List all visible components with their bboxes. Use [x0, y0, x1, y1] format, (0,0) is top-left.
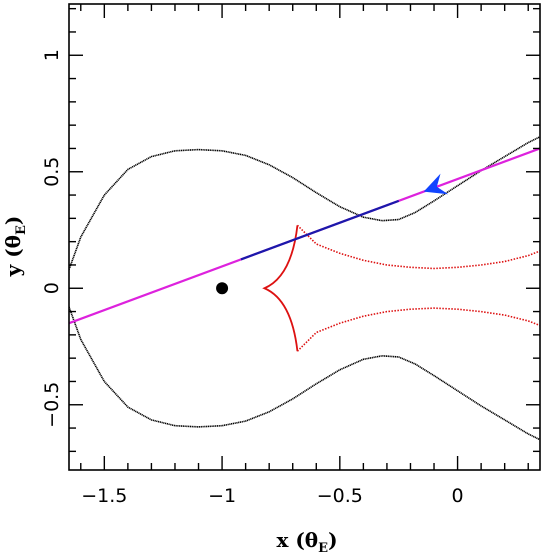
critical-curve-upper — [69, 136, 540, 270]
x-tick-label: −0.5 — [317, 485, 363, 507]
x-tick-label: 0 — [452, 485, 464, 507]
y-tick-label: −0.5 — [41, 382, 63, 428]
x-axis-label: x (θE) — [276, 528, 337, 555]
y-axis-label-sub: E — [14, 225, 29, 235]
plot-frame — [68, 3, 541, 471]
y-axis-label: y (θE) — [1, 216, 29, 278]
caustic-right-upper — [296, 224, 540, 270]
source-trajectory-highlight — [240, 199, 400, 261]
critical-curve-lower — [69, 306, 540, 441]
y-tick-label: 1 — [41, 49, 63, 61]
ticks — [69, 4, 540, 470]
trajectory-arrow-icon — [423, 173, 449, 195]
y-tick-label: 0.5 — [41, 157, 63, 187]
x-tick-label: −1 — [208, 485, 236, 507]
caustic-cusp-arcs — [262, 225, 299, 352]
caustic-right-lower — [296, 307, 540, 352]
lens-point — [216, 282, 229, 295]
x-tick-label: −1.5 — [81, 485, 127, 507]
y-axis-label-close: ) — [1, 216, 25, 225]
x-axis-label-sub: E — [318, 541, 328, 555]
y-axis-label-main: y (θ — [1, 235, 25, 277]
data-layer — [69, 136, 540, 441]
y-tick-label: 0 — [41, 282, 63, 294]
tick-labels: −1.5 −1 −0.5 0 −0.5 0 0.5 1 — [41, 49, 464, 507]
x-axis-label-close: ) — [328, 528, 337, 552]
x-axis-label-main: x (θ — [276, 528, 318, 552]
